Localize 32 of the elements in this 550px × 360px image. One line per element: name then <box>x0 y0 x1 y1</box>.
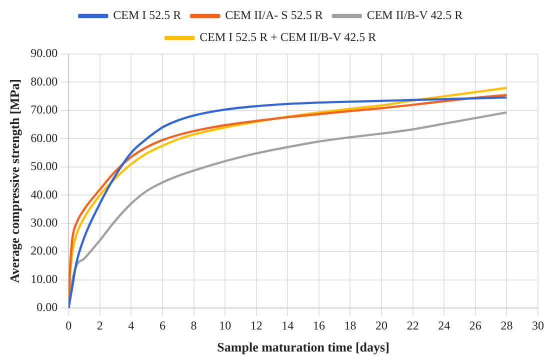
y-tick-label: 10.00 <box>30 272 58 286</box>
y-tick-label: 30.00 <box>30 215 58 230</box>
y-axis-title: Average compressive strength [MPa] <box>7 79 22 283</box>
y-tick-label: 90.00 <box>30 46 58 60</box>
x-tick-label: 24 <box>438 318 450 332</box>
y-tick-label: 0.00 <box>36 300 58 314</box>
x-tick-label: 10 <box>219 318 232 332</box>
x-tick-label: 16 <box>312 318 325 332</box>
legend-label: CEM I 52.5 R <box>113 8 182 22</box>
legend-label: CEM I 52.5 R + CEM II/B-V 42.5 R <box>200 30 376 44</box>
x-tick-label: 28 <box>500 318 513 332</box>
x-tick-label: 20 <box>376 318 388 332</box>
x-tick-label: 8 <box>190 318 197 332</box>
y-tick-label: 50.00 <box>30 159 58 174</box>
y-tick-label: 20.00 <box>30 244 58 258</box>
x-tick-label: 2 <box>96 318 103 332</box>
legend-label: CEM II/B-V 42.5 R <box>366 8 463 22</box>
x-tick-label: 30 <box>532 318 544 332</box>
y-tick-label: 70.00 <box>30 102 58 117</box>
y-tick-label: 60.00 <box>30 130 58 145</box>
y-tick-label: 80.00 <box>30 74 58 88</box>
x-axis-title: Sample maturation time [days] <box>217 340 390 355</box>
x-tick-label: 26 <box>469 318 482 332</box>
legend-label: CEM II/A- S 52.5 R <box>225 8 323 22</box>
x-tick-label: 14 <box>282 318 294 332</box>
x-tick-label: 22 <box>406 318 419 332</box>
x-tick-label: 0 <box>66 318 72 332</box>
x-tick-label: 18 <box>344 318 356 332</box>
x-tick-label: 12 <box>250 318 262 332</box>
x-tick-label: 4 <box>128 318 134 332</box>
y-tick-label: 40.00 <box>30 187 58 202</box>
x-tick-label: 6 <box>159 318 166 332</box>
